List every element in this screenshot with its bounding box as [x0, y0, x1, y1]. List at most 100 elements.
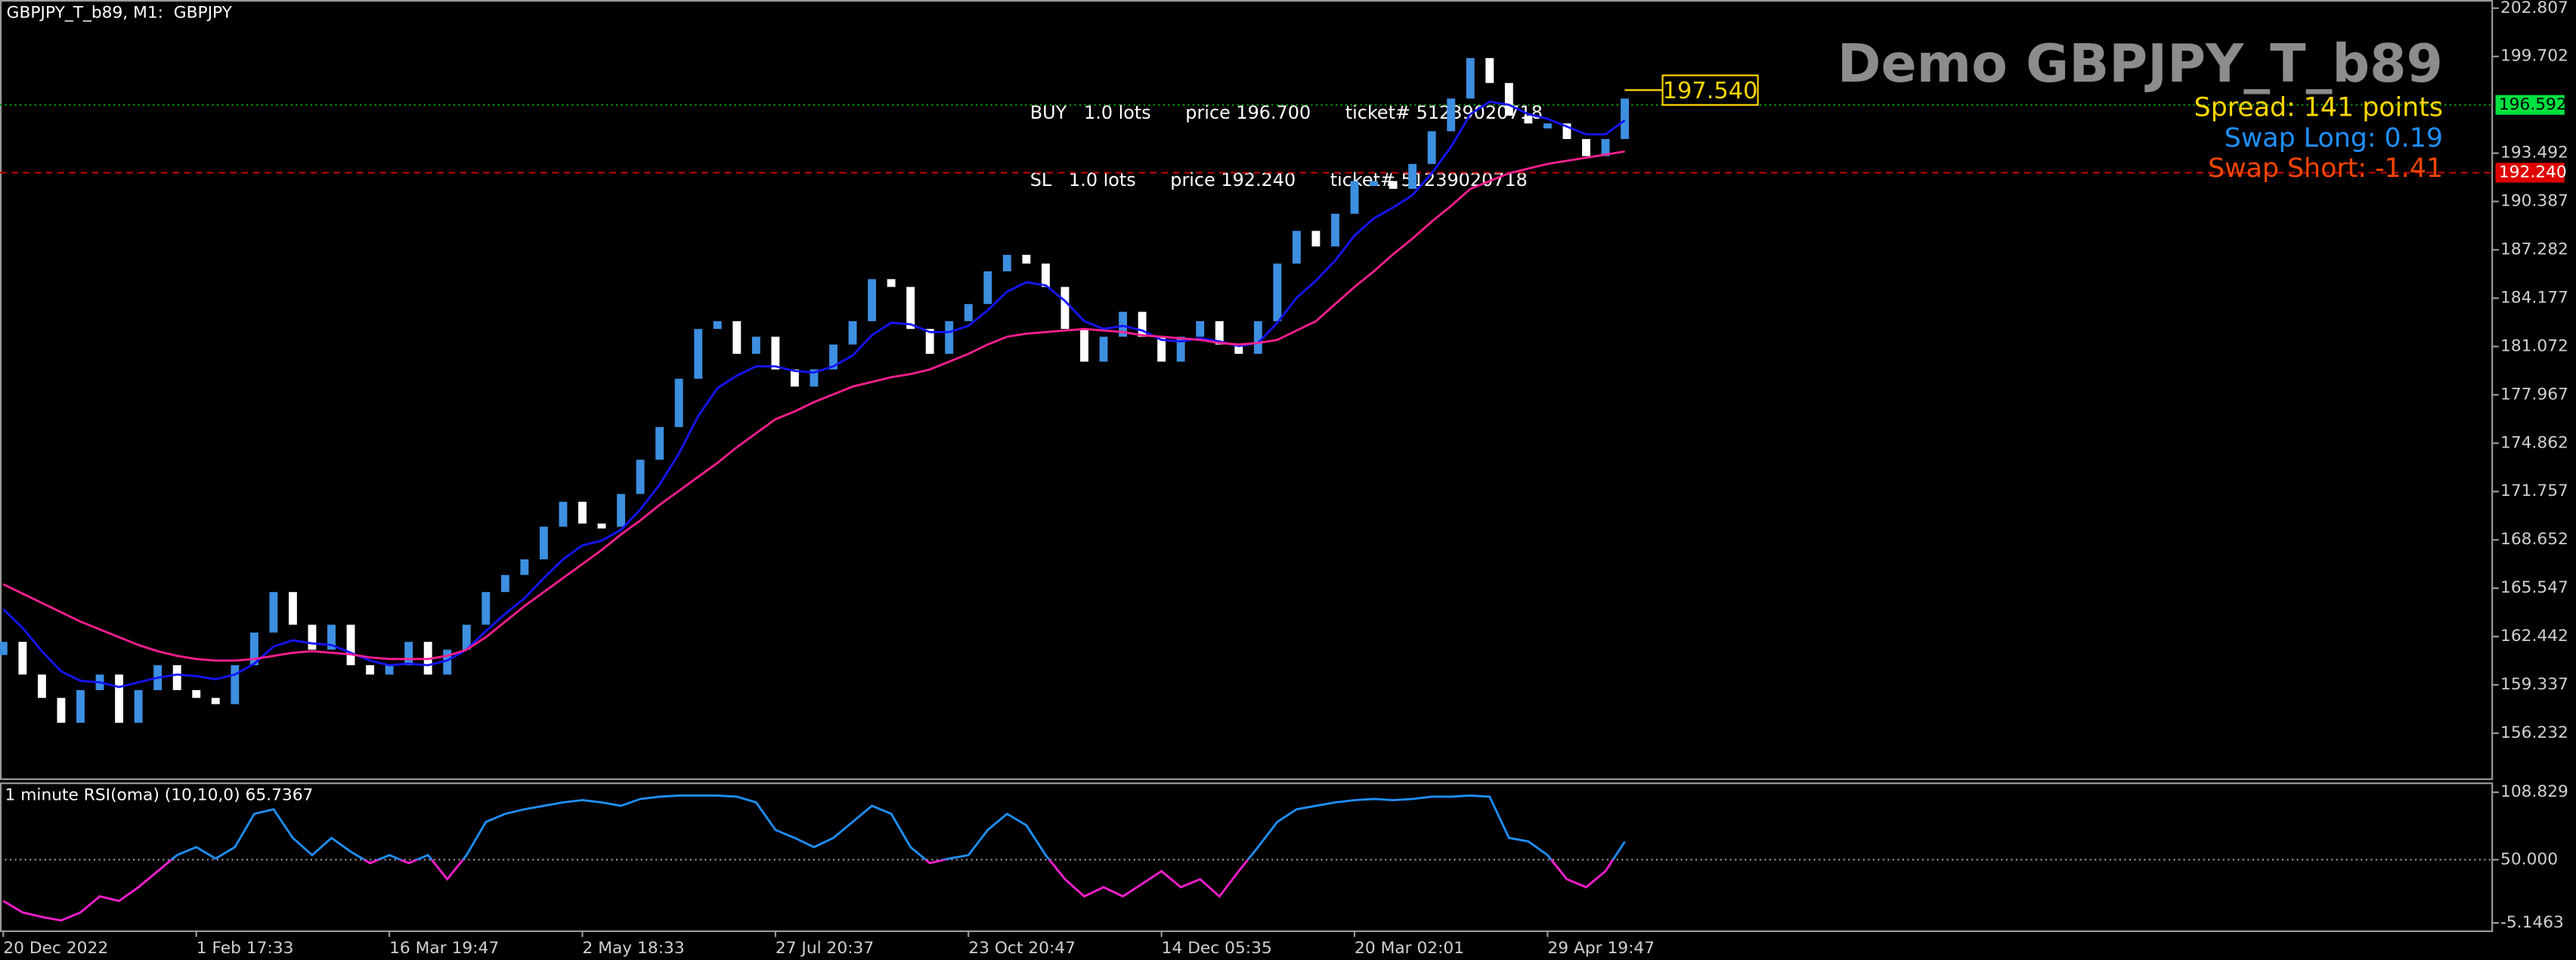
- brick: [231, 665, 240, 705]
- brick: [249, 632, 259, 666]
- brick: [0, 642, 8, 655]
- brick: [1002, 255, 1011, 271]
- brick: [906, 286, 915, 330]
- brick: [1466, 57, 1475, 99]
- sl-label: 192.240: [2499, 163, 2567, 181]
- brick: [597, 523, 606, 529]
- moving-average: [2, 150, 1625, 662]
- brick: [1157, 336, 1166, 362]
- brick: [1273, 263, 1282, 321]
- brick: [713, 321, 722, 330]
- brick: [1060, 286, 1070, 330]
- brick: [327, 624, 336, 650]
- x-tick-label: 29 Apr 19:47: [1547, 939, 1655, 958]
- brick: [346, 624, 355, 666]
- brick: [1427, 131, 1436, 164]
- brick: [520, 559, 529, 575]
- info-text: Spread: 141 points: [2194, 93, 2443, 123]
- brick: [1582, 138, 1590, 156]
- brick: [37, 674, 46, 698]
- brick: [1196, 321, 1205, 337]
- brick: [1621, 98, 1629, 139]
- brick: [655, 426, 664, 460]
- rsi-title: 1 minute RSI(oma) (10,10,0) 65.7367: [5, 786, 314, 805]
- y-tick-label: 187.282: [2500, 240, 2568, 259]
- info-text: Swap Short: -1.41: [2208, 153, 2443, 184]
- brick: [308, 624, 317, 650]
- brick: [76, 689, 85, 723]
- brick: [810, 369, 819, 387]
- brick: [1138, 311, 1147, 337]
- y-tick-label: 159.337: [2500, 675, 2568, 694]
- brick: [500, 574, 509, 593]
- brick: [771, 336, 780, 370]
- brick: [887, 279, 896, 287]
- brick: [1485, 57, 1494, 83]
- brick: [1041, 263, 1050, 287]
- watermark: Demo GBPJPY_T_b89: [1838, 33, 2443, 94]
- bid-label-box: [2495, 94, 2565, 115]
- brick: [1601, 138, 1610, 156]
- brick: [868, 279, 877, 321]
- symbol-header: GBPJPY_T_b89, M1: GBPJPY: [7, 3, 233, 22]
- brick: [404, 642, 413, 666]
- brick: [1292, 231, 1301, 264]
- brick: [1543, 123, 1552, 129]
- brick: [134, 689, 143, 723]
- brick: [848, 321, 857, 345]
- brick: [539, 526, 548, 559]
- y-tick-label: -5.1463: [2500, 913, 2564, 932]
- brick: [172, 665, 181, 690]
- y-tick-label: 50.000: [2500, 850, 2558, 869]
- y-tick-label: 181.072: [2500, 336, 2568, 355]
- brick: [945, 321, 954, 355]
- brick: [1215, 321, 1224, 345]
- brick: [1080, 329, 1088, 362]
- rsi-line-up: [169, 794, 1626, 860]
- bid-label: 196.592: [2499, 95, 2567, 114]
- brick: [288, 592, 297, 625]
- brick: [829, 344, 838, 370]
- y-tick-label: 162.442: [2500, 627, 2568, 646]
- y-tick-label: 174.862: [2500, 433, 2568, 452]
- brick: [18, 642, 27, 675]
- brick: [211, 698, 220, 705]
- brick: [983, 271, 992, 305]
- y-tick-label: 202.807: [2500, 0, 2568, 17]
- brick: [964, 304, 973, 321]
- brick: [481, 592, 491, 625]
- last-price-label: 197.540: [1663, 78, 1758, 104]
- y-tick-label: 199.702: [2500, 47, 2568, 66]
- brick: [674, 379, 683, 427]
- brick: [462, 624, 471, 650]
- brick: [115, 674, 124, 723]
- brick: [694, 329, 703, 379]
- main-pane-border: [0, 0, 2494, 780]
- brick: [1331, 213, 1339, 247]
- moving-average: [2, 101, 1626, 689]
- y-tick-label: 193.492: [2500, 144, 2568, 163]
- brick: [1234, 344, 1243, 355]
- x-tick-label: 20 Dec 2022: [3, 939, 108, 958]
- brick: [578, 501, 587, 524]
- brick: [443, 649, 452, 675]
- brick: [617, 494, 626, 527]
- brick: [1389, 181, 1398, 189]
- brick: [1253, 321, 1262, 355]
- brick: [1562, 123, 1571, 139]
- info-text: Swap Long: 0.19: [2225, 123, 2443, 153]
- brick: [1504, 82, 1513, 116]
- brick: [1311, 231, 1321, 247]
- y-tick-label: 190.387: [2500, 192, 2568, 211]
- brick: [790, 369, 799, 387]
- brick: [636, 460, 645, 494]
- sl-label-box: [2495, 163, 2565, 183]
- x-tick-label: 20 Mar 02:01: [1355, 939, 1464, 958]
- brick: [1350, 181, 1359, 214]
- x-tick-label: 27 Jul 20:37: [776, 939, 874, 958]
- brick: [1447, 98, 1456, 132]
- brick: [1176, 336, 1185, 362]
